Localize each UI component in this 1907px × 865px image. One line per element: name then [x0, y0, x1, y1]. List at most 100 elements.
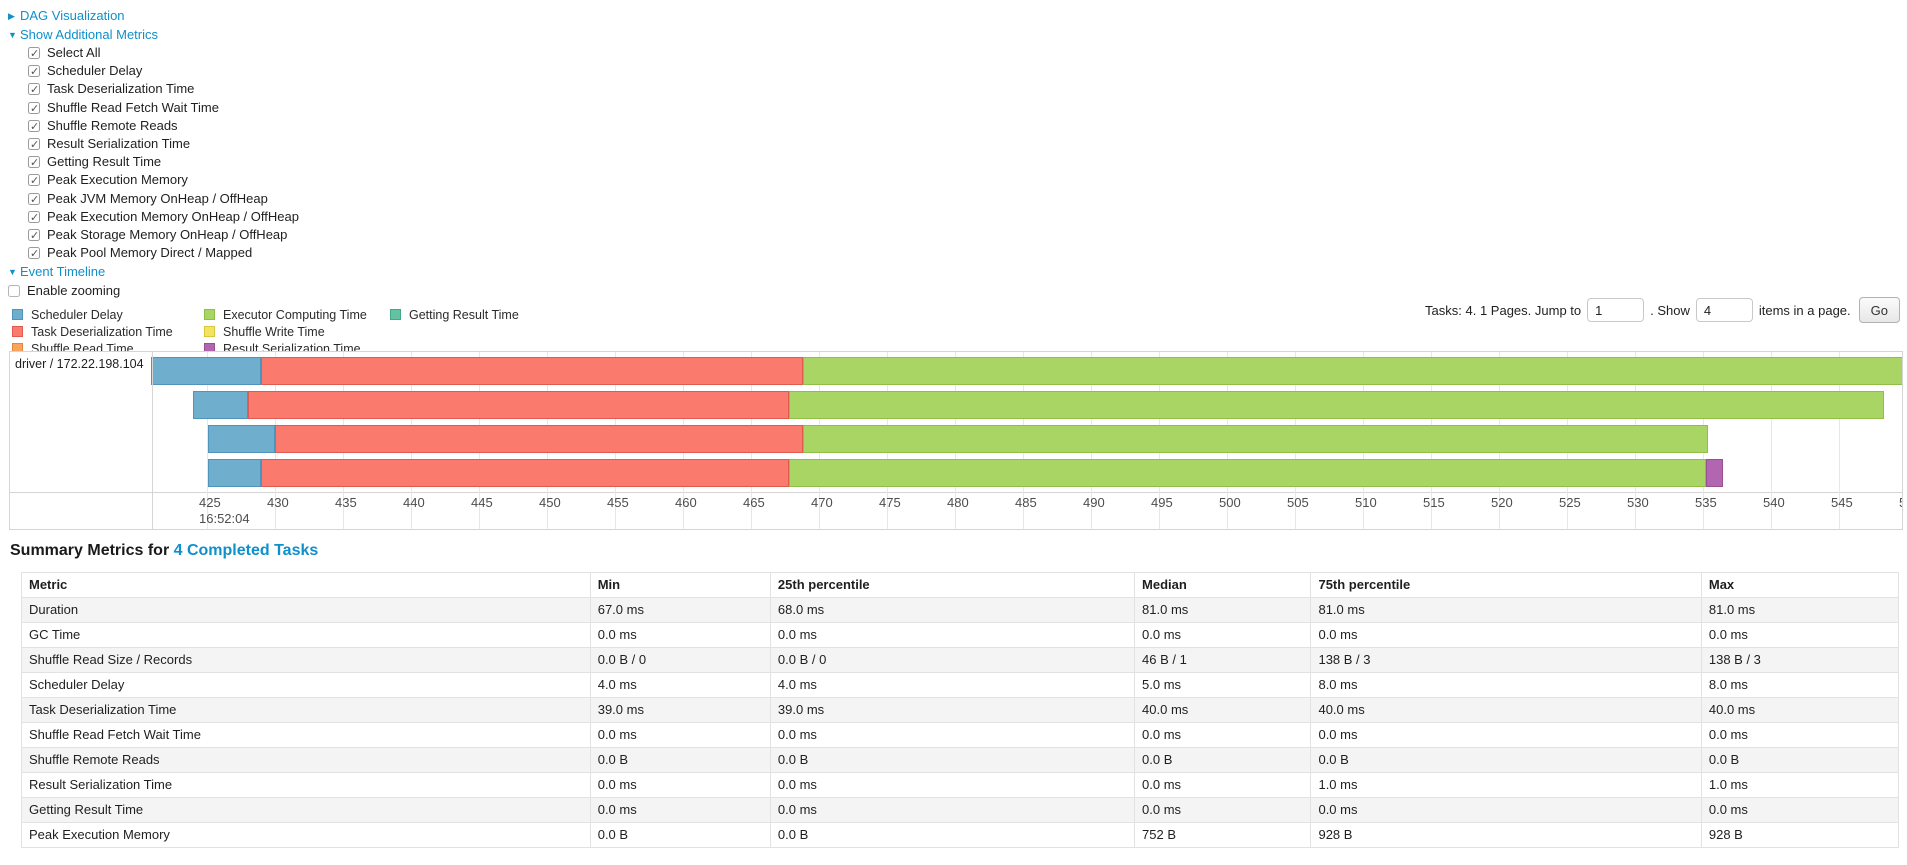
show-additional-metrics-link[interactable]: Show Additional Metrics	[20, 27, 159, 42]
table-column-header: 75th percentile	[1310, 572, 1702, 598]
table-cell: 1.0 ms	[1700, 772, 1900, 798]
table-cell: 0.0 ms	[1134, 797, 1312, 823]
task-bar-segment-executor_computing[interactable]	[802, 357, 1902, 385]
chevron-down-icon: ▼	[8, 267, 17, 278]
axis-tick-label: 460	[675, 495, 697, 510]
completed-tasks-link[interactable]: 4 Completed Tasks	[173, 542, 319, 559]
event-timeline-chart: driver / 172.22.198.104 16:52:04 425 430 4…	[9, 351, 1903, 530]
metric-checkbox-item: Peak Execution Memory	[8, 171, 299, 191]
checkbox-checked-icon[interactable]	[28, 209, 40, 227]
metric-checkbox-label: Task Deserialization Time	[47, 81, 195, 97]
checkbox-checked-icon[interactable]	[28, 118, 40, 136]
axis-tick-label: 485	[1015, 495, 1037, 510]
checkbox-checked-icon[interactable]	[28, 45, 40, 63]
legend-label: Scheduler Delay	[31, 308, 123, 322]
enable-zooming-row: Enable zooming	[8, 281, 299, 300]
checkbox-checked-icon[interactable]	[28, 172, 40, 191]
task-bar-segment-result_serialization[interactable]	[1705, 459, 1724, 487]
legend-item-task_deserialization: Task Deserialization Time	[12, 323, 173, 340]
legend-item-executor_computing: Executor Computing Time	[204, 306, 367, 323]
metric-checkbox-label: Getting Result Time	[47, 154, 162, 170]
summary-heading-text: Summary Metrics for	[10, 542, 170, 559]
event-timeline-toggle[interactable]: ▼ Event Timeline	[8, 262, 299, 281]
metric-checkbox-item: Shuffle Remote Reads	[8, 117, 299, 136]
table-cell: 0.0 ms	[1310, 797, 1702, 823]
checkbox-checked-icon[interactable]	[28, 100, 40, 118]
checkbox-checked-icon[interactable]	[28, 81, 40, 100]
checkbox-checked-icon[interactable]	[28, 191, 40, 209]
table-cell: 138 B / 3	[1310, 647, 1702, 673]
dag-visualization-link[interactable]: DAG Visualization	[20, 8, 125, 23]
metric-checkbox-item: Select All	[8, 44, 299, 63]
checkbox-checked-icon[interactable]	[28, 136, 40, 154]
table-row: Peak Execution Memory 0.0 B 0.0 B 752 B 928 …	[21, 822, 1900, 848]
table-cell: 928 B	[1700, 822, 1900, 848]
task-bar-segment-task_deserialization[interactable]	[275, 425, 803, 453]
axis-tick-label: 535	[1695, 495, 1717, 510]
table-row: Shuffle Read Fetch Wait Time 0.0 ms 0.0 ms…	[21, 722, 1900, 748]
task-bar-segment-scheduler_delay[interactable]	[193, 391, 248, 419]
task-bar-segment-scheduler_delay[interactable]	[208, 459, 262, 487]
task-bar-segment-task_deserialization[interactable]	[261, 357, 803, 385]
table-cell: 81.0 ms	[1310, 597, 1702, 623]
axis-tick-label: 445	[471, 495, 493, 510]
table-cell: 0.0 ms	[589, 797, 771, 823]
legend-item-getting_result: Getting Result Time	[390, 306, 519, 323]
enable-zooming-checkbox[interactable]	[8, 285, 20, 298]
table-cell: 0.0 ms	[1700, 722, 1900, 748]
jump-to-page-input[interactable]	[1587, 298, 1645, 322]
items-per-page-input[interactable]	[1695, 298, 1753, 322]
axis-tick-label: 440	[403, 495, 425, 510]
axis-tick-label: 540	[1763, 495, 1785, 510]
table-cell: 46 B / 1	[1134, 647, 1312, 673]
axis-separator	[10, 492, 1902, 493]
table-cell: 0.0 B	[589, 747, 771, 773]
task-bar-segment-scheduler_delay[interactable]	[151, 357, 262, 385]
task-bar-segment-executor_computing[interactable]	[789, 459, 1706, 487]
axis-tick-label: 465	[743, 495, 765, 510]
task-bar-segment-task_deserialization[interactable]	[261, 459, 790, 487]
table-column-header: Metric	[21, 572, 591, 598]
task-bar-segment-executor_computing[interactable]	[789, 391, 1884, 419]
metric-checkbox-item: Getting Result Time	[8, 153, 299, 172]
legend-swatch-icon	[204, 326, 215, 337]
axis-tick-label: 505	[1287, 495, 1309, 510]
metric-checkbox-label: Peak Execution Memory OnHeap / OffHeap	[47, 208, 299, 224]
task-bar-segment-task_deserialization[interactable]	[247, 391, 790, 419]
go-button[interactable]: Go	[1858, 297, 1900, 323]
axis-tick-label: 425	[199, 495, 221, 510]
checkbox-checked-icon[interactable]	[28, 227, 40, 245]
table-row: Task Deserialization Time 39.0 ms 39.0 ms 4…	[21, 697, 1900, 723]
axis-tick-label: 450	[539, 495, 561, 510]
task-bar-segment-scheduler_delay[interactable]	[208, 425, 275, 453]
table-header-row: Metric Min 25th percentile Median 75th perce…	[21, 572, 1900, 598]
show-additional-metrics-toggle[interactable]: ▼ Show Additional Metrics	[8, 25, 299, 44]
checkbox-checked-icon[interactable]	[28, 245, 40, 263]
metric-checkbox-item: Peak JVM Memory OnHeap / OffHeap	[8, 190, 299, 209]
event-timeline-link[interactable]: Event Timeline	[20, 264, 106, 280]
table-cell: 81.0 ms	[1134, 597, 1312, 623]
enable-zooming-label: Enable zooming	[27, 283, 121, 299]
table-cell: Task Deserialization Time	[21, 697, 591, 723]
table-cell: 0.0 ms	[1310, 622, 1702, 648]
task-bar-segment-executor_computing[interactable]	[802, 425, 1709, 453]
summary-metrics-table: Metric Min 25th percentile Median 75th perce…	[21, 572, 1900, 848]
metric-checkbox-item: Peak Execution Memory OnHeap / OffHeap	[8, 208, 299, 227]
axis-tick-label: 500	[1219, 495, 1241, 510]
axis-tick-label: 510	[1355, 495, 1377, 510]
metric-checkbox-label: Shuffle Read Fetch Wait Time	[47, 99, 219, 115]
checkbox-checked-icon[interactable]	[28, 63, 40, 81]
table-cell: 40.0 ms	[1310, 697, 1702, 723]
table-cell: GC Time	[21, 622, 591, 648]
dag-visualization-toggle[interactable]: ▶ DAG Visualization	[8, 6, 299, 25]
table-cell: 0.0 ms	[589, 772, 771, 798]
table-cell: 1.0 ms	[1310, 772, 1702, 798]
table-cell: 0.0 ms	[589, 722, 771, 748]
checkbox-checked-icon[interactable]	[28, 154, 40, 172]
table-cell: 4.0 ms	[589, 672, 771, 698]
table-cell: 0.0 B	[589, 822, 771, 848]
legend-swatch-icon	[12, 309, 23, 320]
metric-checkbox-item: Scheduler Delay	[8, 62, 299, 81]
metric-checkbox-label: Peak JVM Memory OnHeap / OffHeap	[47, 190, 268, 206]
table-cell: 0.0 ms	[1700, 622, 1900, 648]
